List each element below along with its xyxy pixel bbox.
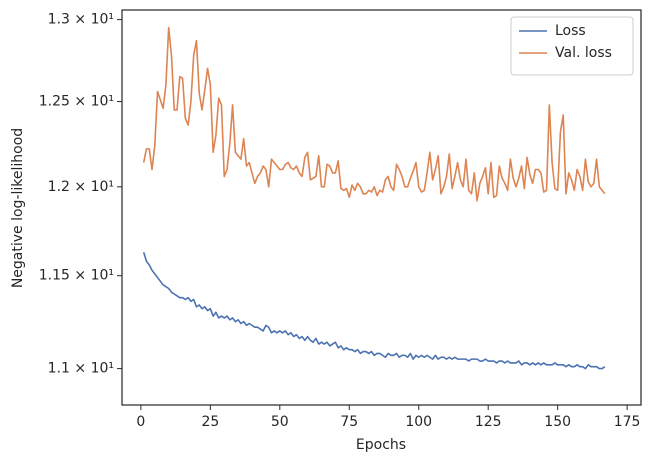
x-tick-label: 50 bbox=[271, 414, 289, 430]
x-tick-label: 125 bbox=[475, 414, 502, 430]
legend-label: Val. loss bbox=[555, 45, 612, 61]
y-tick-label: 1.25 × 10¹ bbox=[39, 94, 114, 110]
x-axis-label: Epochs bbox=[356, 437, 406, 453]
series-line bbox=[142, 26, 606, 202]
x-tick-label: 175 bbox=[614, 414, 641, 430]
legend-label: Loss bbox=[555, 23, 586, 39]
y-axis-label: Negative log-likelihood bbox=[10, 128, 26, 288]
y-tick-label: 1.3 × 10¹ bbox=[48, 12, 114, 28]
x-tick-label: 150 bbox=[544, 414, 571, 430]
y-tick-label: 1.2 × 10¹ bbox=[48, 179, 114, 195]
series-line bbox=[142, 252, 606, 370]
x-tick-label: 100 bbox=[405, 414, 432, 430]
y-tick-label: 1.15 × 10¹ bbox=[39, 268, 114, 284]
y-tick-label: 1.1 × 10¹ bbox=[48, 361, 114, 377]
x-tick-label: 25 bbox=[201, 414, 219, 430]
x-tick-label: 75 bbox=[340, 414, 358, 430]
legend: Loss Val. loss bbox=[510, 16, 634, 76]
plot-frame bbox=[121, 9, 642, 406]
x-tick-label: 0 bbox=[136, 414, 145, 430]
